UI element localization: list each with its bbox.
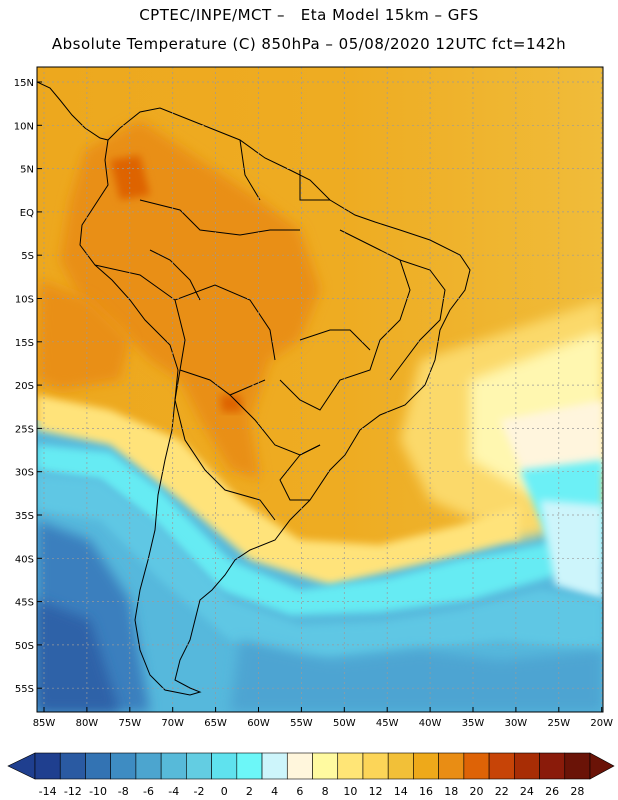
longitude-labels: 85W 80W 75W 70W 65W 60W 55W 50W 45W 40W 35W 30W 25W 2… [33, 707, 613, 729]
colorbar-swatch [110, 752, 137, 780]
colorbar-swatch [514, 752, 540, 780]
colorbar-label: 28 [570, 785, 584, 798]
colorbar-label: 4 [271, 785, 278, 798]
colorbar-label: 10 [343, 785, 357, 798]
lon-label: 70W [161, 718, 184, 729]
lat-label: 10N [14, 121, 34, 132]
colorbar [7, 752, 615, 780]
south-america-coastline [79, 107, 471, 696]
colorbar-label: 6 [296, 785, 303, 798]
lat-lon-grid [37, 67, 603, 712]
colorbar-swatch [312, 752, 339, 780]
colorbar-label: 16 [419, 785, 433, 798]
colorbar-label: -14 [39, 785, 57, 798]
colorbar-label: 26 [545, 785, 559, 798]
lon-label: 75W [118, 718, 141, 729]
lat-label: 15N [14, 78, 34, 89]
colorbar-arrow-high [589, 752, 615, 780]
lat-label: 20S [15, 381, 34, 392]
lon-label: 60W [247, 718, 270, 729]
colorbar-label: 18 [444, 785, 458, 798]
colorbar-label: -2 [193, 785, 204, 798]
colorbar-swatch [85, 752, 111, 780]
colorbar-swatch [337, 752, 364, 780]
lon-label: 45W [376, 718, 399, 729]
colorbar-label: -10 [89, 785, 107, 798]
lat-label: 15S [15, 338, 34, 349]
colorbar-swatch [34, 752, 61, 780]
colorbar-label: 24 [520, 785, 534, 798]
temperature-field [37, 67, 603, 712]
lat-label: 5N [20, 165, 34, 176]
lon-label: 30W [505, 718, 528, 729]
lon-label: 40W [419, 718, 442, 729]
colorbar-label: -6 [143, 785, 154, 798]
map-frame [36, 66, 604, 713]
lat-label: 5S [21, 251, 34, 262]
lon-label: 35W [462, 718, 485, 729]
colorbar-swatch [463, 752, 490, 780]
lat-label: 30S [15, 468, 34, 479]
lon-label: 25W [547, 718, 570, 729]
lat-label: 25S [15, 424, 34, 435]
colorbar-label: 0 [221, 785, 228, 798]
lat-label: 50S [15, 641, 34, 652]
colorbar-swatch [160, 752, 187, 780]
colorbar-swatch [286, 752, 313, 780]
colorbar-swatch [488, 752, 515, 780]
chart-title-line1: CPTEC/INPE/MCT – Eta Model 15km – GFS [139, 6, 479, 24]
colorbar-label: 22 [495, 785, 509, 798]
colorbar-swatch [59, 752, 86, 780]
colorbar-label: 12 [369, 785, 383, 798]
colorbar-label: -8 [118, 785, 129, 798]
lat-label: 40S [15, 554, 34, 565]
colorbar-label: -12 [64, 785, 82, 798]
colorbar-label: 8 [322, 785, 329, 798]
lon-label: 20W [590, 718, 613, 729]
lat-label: 35S [15, 511, 34, 522]
latitude-labels: 15N 10N 5N EQ 5S 10S 15S 20S 25S 30S 35S 40S 45S 50S 5… [14, 78, 42, 695]
lon-label: 55W [290, 718, 313, 729]
colorbar-arrow-low [7, 752, 36, 780]
colorbar-swatch [539, 752, 566, 780]
lon-label: 80W [76, 718, 99, 729]
lon-label: 50W [333, 718, 356, 729]
colorbar-swatch [261, 752, 288, 780]
colorbar-label: 14 [394, 785, 408, 798]
lat-label: 45S [15, 598, 34, 609]
colorbar-swatch [236, 752, 263, 780]
lon-label: 85W [33, 718, 56, 729]
lon-label: 65W [204, 718, 227, 729]
colorbar-swatch [413, 752, 439, 780]
colorbar-swatch [186, 752, 212, 780]
colorbar-swatch [135, 752, 162, 780]
colorbar-label: 2 [246, 785, 253, 798]
colorbar-swatch [362, 752, 389, 780]
colorbar-swatch [211, 752, 238, 780]
colorbar-swatch [438, 752, 465, 780]
lat-label: 10S [15, 295, 34, 306]
colorbar-label: 20 [469, 785, 483, 798]
chart-title-line2: Absolute Temperature (C) 850hPa – 05/08/… [51, 35, 567, 53]
colorbar-label: -4 [168, 785, 179, 798]
lat-label: EQ [20, 208, 34, 219]
country-borders [37, 81, 471, 696]
colorbar-swatch [564, 752, 591, 780]
colorbar-swatch [387, 752, 414, 780]
lat-label: 55S [15, 684, 34, 695]
central-america-coastline [37, 81, 109, 141]
colorbar-labels: -14 -12 -10 -8 -6 -4 -2 0 2 4 6 8 10 12 14 16 18 20 22 24 26… [39, 785, 585, 798]
